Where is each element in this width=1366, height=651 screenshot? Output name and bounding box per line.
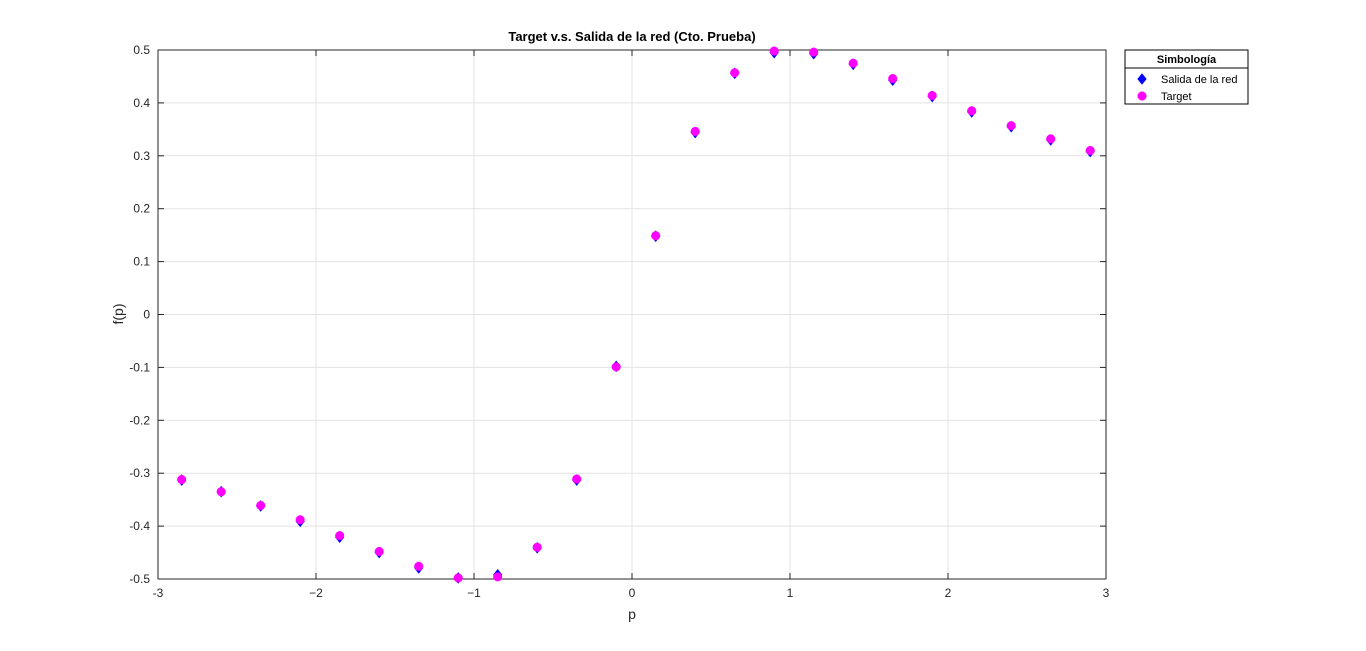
data-point-circle bbox=[769, 46, 779, 56]
data-point-circle bbox=[572, 474, 582, 484]
data-point-circle bbox=[611, 362, 621, 372]
y-tick-label: -0.2 bbox=[129, 413, 150, 427]
y-tick-label: 0 bbox=[143, 308, 150, 322]
legend-marker-circle bbox=[1137, 91, 1147, 101]
y-tick-label: 0.2 bbox=[133, 202, 150, 216]
legend-marker-diamond bbox=[1137, 73, 1147, 85]
data-point-circle bbox=[1046, 134, 1056, 144]
y-tick-label: 0.3 bbox=[133, 149, 150, 163]
data-point-circle bbox=[216, 487, 226, 497]
legend-label: Salida de la red bbox=[1161, 74, 1237, 86]
y-tick-label: 0.1 bbox=[133, 255, 150, 269]
data-point-circle bbox=[809, 47, 819, 57]
x-axis-label: p bbox=[628, 606, 636, 622]
y-axis-label: f(p) bbox=[110, 304, 126, 325]
data-point-circle bbox=[927, 90, 937, 101]
data-point-circle bbox=[453, 573, 463, 583]
x-tick-label: 2 bbox=[945, 586, 952, 600]
x-tick-label: −2 bbox=[309, 586, 323, 600]
y-tick-label: -0.1 bbox=[129, 360, 150, 374]
legend-entry: Salida de la red bbox=[1137, 73, 1237, 86]
axes bbox=[157, 49, 1107, 580]
legend: Simbología Salida de la red Target bbox=[1124, 49, 1249, 105]
y-tick-label: -0.4 bbox=[129, 519, 150, 533]
data-point-circle bbox=[374, 546, 384, 557]
legend-entry: Target bbox=[1137, 91, 1192, 103]
data-point-circle bbox=[848, 58, 858, 68]
data-point-circle bbox=[177, 474, 187, 485]
x-tick-label: 3 bbox=[1103, 586, 1110, 600]
y-tick-label: 0.5 bbox=[133, 43, 150, 57]
data-point-circle bbox=[335, 531, 345, 541]
data-point-circle bbox=[532, 542, 542, 552]
data-point-circle bbox=[690, 126, 700, 137]
x-tick-label: 1 bbox=[787, 586, 794, 600]
data-point-circle bbox=[1085, 145, 1095, 156]
data-point-circle bbox=[493, 572, 503, 582]
series-target bbox=[177, 46, 1095, 583]
data-point-circle bbox=[256, 500, 266, 511]
data-point-circle bbox=[414, 561, 424, 571]
chart-title: Target v.s. Salida de la red (Cto. Prueb… bbox=[508, 29, 755, 44]
legend-title: Simbología bbox=[1157, 54, 1217, 66]
x-tick-label: −1 bbox=[467, 586, 481, 600]
y-tick-label: 0.4 bbox=[133, 96, 150, 110]
data-point-circle bbox=[1006, 121, 1016, 131]
x-tick-label: 0 bbox=[629, 586, 636, 600]
data-point-circle bbox=[730, 68, 740, 78]
data-point-circle bbox=[967, 106, 977, 116]
x-tick-label: -3 bbox=[153, 586, 164, 600]
tick-labels: -3 −2 −1 0 1 2 3 -0.5 -0.4 -0.3 -0.2 -0.1 0 0.1 0.2 0.3… bbox=[129, 43, 1109, 600]
y-tick-label: -0.5 bbox=[129, 572, 150, 586]
data-point-circle bbox=[651, 231, 661, 241]
y-tick-label: -0.3 bbox=[129, 466, 150, 480]
legend-label: Target bbox=[1161, 91, 1192, 103]
data-point-circle bbox=[888, 74, 898, 84]
legend-entries: Salida de la red Target bbox=[1137, 73, 1237, 103]
data-point-circle bbox=[295, 515, 305, 525]
data-points bbox=[177, 46, 1095, 584]
